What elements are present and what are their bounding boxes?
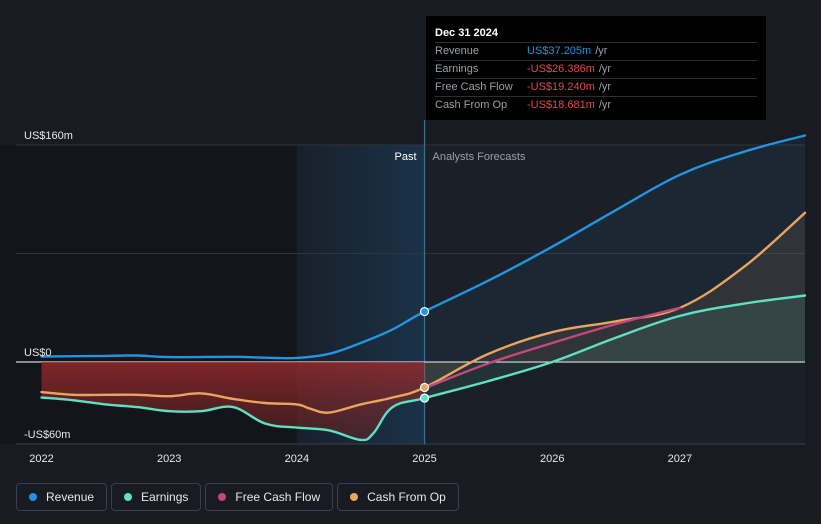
x-tick-label: 2024	[285, 453, 309, 465]
tooltip-unit: /yr	[595, 45, 608, 57]
legend-dot-icon	[29, 493, 37, 501]
tooltip-label: Earnings	[435, 63, 479, 75]
tooltip-label: Revenue	[435, 45, 480, 57]
tooltip-value: -US$18.681m	[527, 99, 595, 111]
x-tick-label: 2026	[540, 453, 564, 465]
series-line-revenue	[40, 134, 807, 360]
data-point-cash-from-op	[419, 382, 430, 393]
legend-item-cash-from-op[interactable]: Cash From Op	[337, 483, 459, 511]
past-label: Past	[395, 151, 417, 163]
tooltip-unit: /yr	[598, 99, 612, 111]
x-tick-label: 2027	[668, 453, 692, 465]
legend-item-revenue[interactable]: Revenue	[16, 483, 108, 511]
legend-label: Free Cash Flow	[235, 490, 321, 504]
tooltip-label: Cash From Op	[435, 99, 508, 111]
forecast-region	[424, 145, 805, 444]
x-tick-label: 2023	[157, 453, 181, 465]
series-line-earnings	[40, 294, 807, 442]
forecast-area-revenue	[424, 135, 805, 362]
legend: Revenue Earnings Free Cash Flow Cash Fro…	[16, 483, 459, 511]
legend-item-free-cash-flow[interactable]: Free Cash Flow	[205, 483, 334, 511]
legend-label: Revenue	[46, 490, 95, 504]
forecast-label: Analysts Forecasts	[433, 151, 526, 163]
x-tick-label: 2025	[412, 453, 436, 465]
tooltip-value: -US$19.240m	[527, 81, 595, 93]
tooltip-row-earnings: Earnings -US$26.386m /yr	[435, 60, 757, 78]
tooltip-row-free-cash-flow: Free Cash Flow -US$19.240m /yr	[435, 78, 757, 96]
y-tick-label: US$0	[24, 347, 52, 359]
tooltip-date: Dec 31 2024	[435, 27, 498, 39]
data-point-earnings	[419, 393, 430, 403]
forecast-area-earnings	[424, 295, 805, 399]
data-point-revenue	[419, 306, 430, 317]
earnings-negative-area	[41, 362, 425, 440]
tooltip-row-cash-from-op: Cash From Op -US$18.681m /yr	[435, 96, 757, 114]
series-line-free-cash-flow	[423, 306, 682, 390]
legend-dot-icon	[218, 493, 227, 501]
tooltip-value: US$37.205m	[527, 45, 592, 57]
tooltip: Dec 31 2024 Revenue US$37.205m /yr Earni…	[426, 16, 766, 120]
tooltip-unit: /yr	[598, 81, 612, 93]
x-tick-label: 2022	[29, 453, 53, 465]
tooltip-unit: /yr	[598, 63, 612, 75]
series-line-cash-from-op	[40, 211, 807, 414]
y-tick-label: -US$60m	[24, 429, 70, 441]
legend-dot-icon	[350, 493, 359, 501]
legend-dot-icon	[124, 493, 133, 501]
forecast-area-cash-from-op	[424, 212, 805, 388]
tooltip-row-revenue: Revenue US$37.205m /yr	[435, 42, 757, 60]
legend-label: Earnings	[141, 490, 189, 504]
y-tick-label: US$160m	[24, 130, 73, 142]
legend-item-earnings[interactable]: Earnings	[111, 483, 202, 511]
tooltip-label: Free Cash Flow	[435, 81, 513, 93]
tooltip-value: -US$26.386m	[527, 63, 595, 75]
legend-label: Cash From Op	[367, 490, 446, 504]
